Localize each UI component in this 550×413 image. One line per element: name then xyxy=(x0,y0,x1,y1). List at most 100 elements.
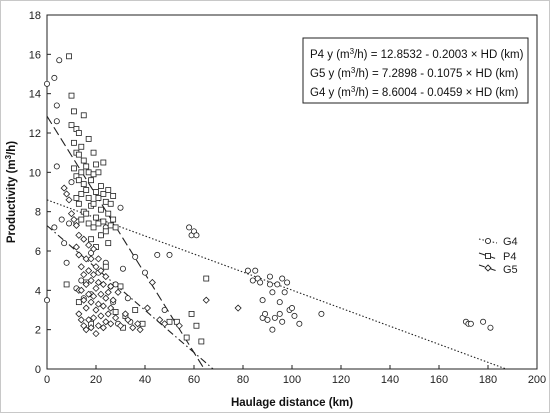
point-g5 xyxy=(75,231,83,239)
point-p4 xyxy=(98,232,104,239)
point-g4 xyxy=(279,275,286,282)
point-g4 xyxy=(78,277,85,284)
x-tick-label: 0 xyxy=(44,374,50,386)
x-tick-label: 160 xyxy=(430,374,448,386)
point-p4 xyxy=(95,220,102,227)
point-g4 xyxy=(274,281,281,288)
equation-g4: G4 y (m3/h) = 8.6004 - 0.0459 × HD (km) xyxy=(310,85,519,99)
point-g5 xyxy=(112,314,120,322)
point-p4 xyxy=(100,159,107,166)
point-g4 xyxy=(266,273,273,280)
point-g5 xyxy=(72,221,80,229)
point-g5 xyxy=(65,196,73,204)
point-p4 xyxy=(166,318,173,325)
point-p4 xyxy=(75,177,82,184)
point-g5 xyxy=(87,324,95,332)
point-g5 xyxy=(99,302,107,310)
point-g5 xyxy=(92,263,100,271)
legend-g5-marker xyxy=(484,264,492,272)
x-tick-label: 120 xyxy=(332,374,350,386)
y-tick-label: 14 xyxy=(29,89,41,101)
point-g5 xyxy=(92,330,100,338)
point-g5 xyxy=(107,320,115,328)
point-p4 xyxy=(198,338,205,345)
point-p4 xyxy=(78,169,85,176)
point-g4 xyxy=(53,163,60,170)
point-g5 xyxy=(107,304,115,312)
x-tick-label: 80 xyxy=(237,374,249,386)
point-p4 xyxy=(188,311,195,317)
point-g5 xyxy=(116,322,125,330)
point-g4 xyxy=(291,312,298,319)
point-p4 xyxy=(71,108,77,115)
point-p4 xyxy=(85,194,92,201)
point-p4 xyxy=(78,191,85,197)
point-p4 xyxy=(68,122,75,129)
legend-p4-line xyxy=(478,252,498,260)
point-g5 xyxy=(97,290,105,298)
point-p4 xyxy=(173,318,180,325)
point-g4 xyxy=(284,279,291,286)
point-g4 xyxy=(141,269,148,276)
point-p4 xyxy=(88,236,94,243)
point-g5 xyxy=(124,316,132,324)
point-g4 xyxy=(53,102,60,109)
point-p4 xyxy=(117,283,124,290)
point-g4 xyxy=(257,279,264,286)
point-g4 xyxy=(193,232,200,239)
point-g5 xyxy=(102,294,110,302)
point-p4 xyxy=(83,163,90,170)
y-tick-label: 12 xyxy=(29,128,41,140)
point-p4 xyxy=(88,177,94,184)
point-g5 xyxy=(114,288,122,296)
point-p4 xyxy=(90,224,97,231)
point-g4 xyxy=(269,289,276,296)
point-p4 xyxy=(203,275,210,282)
legend-g4-line xyxy=(478,238,498,244)
point-g5 xyxy=(60,184,68,192)
point-g4 xyxy=(259,297,266,304)
point-g5 xyxy=(94,278,103,287)
point-g4 xyxy=(117,204,124,211)
y-tick-label: 2 xyxy=(35,325,41,337)
equation-p4: P4 y (m3/h) = 12.8532 - 0.2003 × HD (km) xyxy=(310,47,524,61)
x-axis-title: Haulage distance (km) xyxy=(231,397,353,409)
point-g4 xyxy=(132,253,139,260)
x-tick-label: 140 xyxy=(381,374,399,386)
point-g4 xyxy=(467,320,474,327)
point-g5 xyxy=(70,215,78,224)
point-g4 xyxy=(281,289,288,296)
point-g5 xyxy=(94,300,103,308)
point-p4 xyxy=(107,200,114,207)
point-g5 xyxy=(80,296,88,304)
point-g5 xyxy=(156,316,164,324)
point-p4 xyxy=(71,165,77,172)
point-g5 xyxy=(89,314,98,322)
point-g5 xyxy=(94,322,103,330)
point-g4 xyxy=(296,320,303,327)
point-p4 xyxy=(73,194,80,201)
point-g5 xyxy=(85,241,93,249)
point-p4 xyxy=(112,224,119,231)
point-g5 xyxy=(72,243,80,251)
point-g4 xyxy=(266,281,273,288)
point-g5 xyxy=(161,320,169,328)
point-p4 xyxy=(78,216,85,223)
point-p4 xyxy=(68,92,75,99)
point-g5 xyxy=(75,310,83,318)
equation-g5: G5 y (m3/h) = 7.2898 - 0.1075 × HD (km) xyxy=(310,66,519,80)
x-tick-label: 60 xyxy=(188,374,200,386)
point-g4 xyxy=(124,295,131,302)
point-p4 xyxy=(75,151,82,158)
legend-p4-label: P4 xyxy=(503,251,516,263)
point-g5 xyxy=(129,324,137,332)
point-g4 xyxy=(487,324,494,331)
point-g5 xyxy=(85,316,93,324)
point-p4 xyxy=(90,149,97,156)
point-p4 xyxy=(80,157,87,164)
point-g5 xyxy=(234,304,242,312)
point-g5 xyxy=(77,286,85,294)
point-g4 xyxy=(44,297,51,304)
point-p4 xyxy=(105,187,112,193)
